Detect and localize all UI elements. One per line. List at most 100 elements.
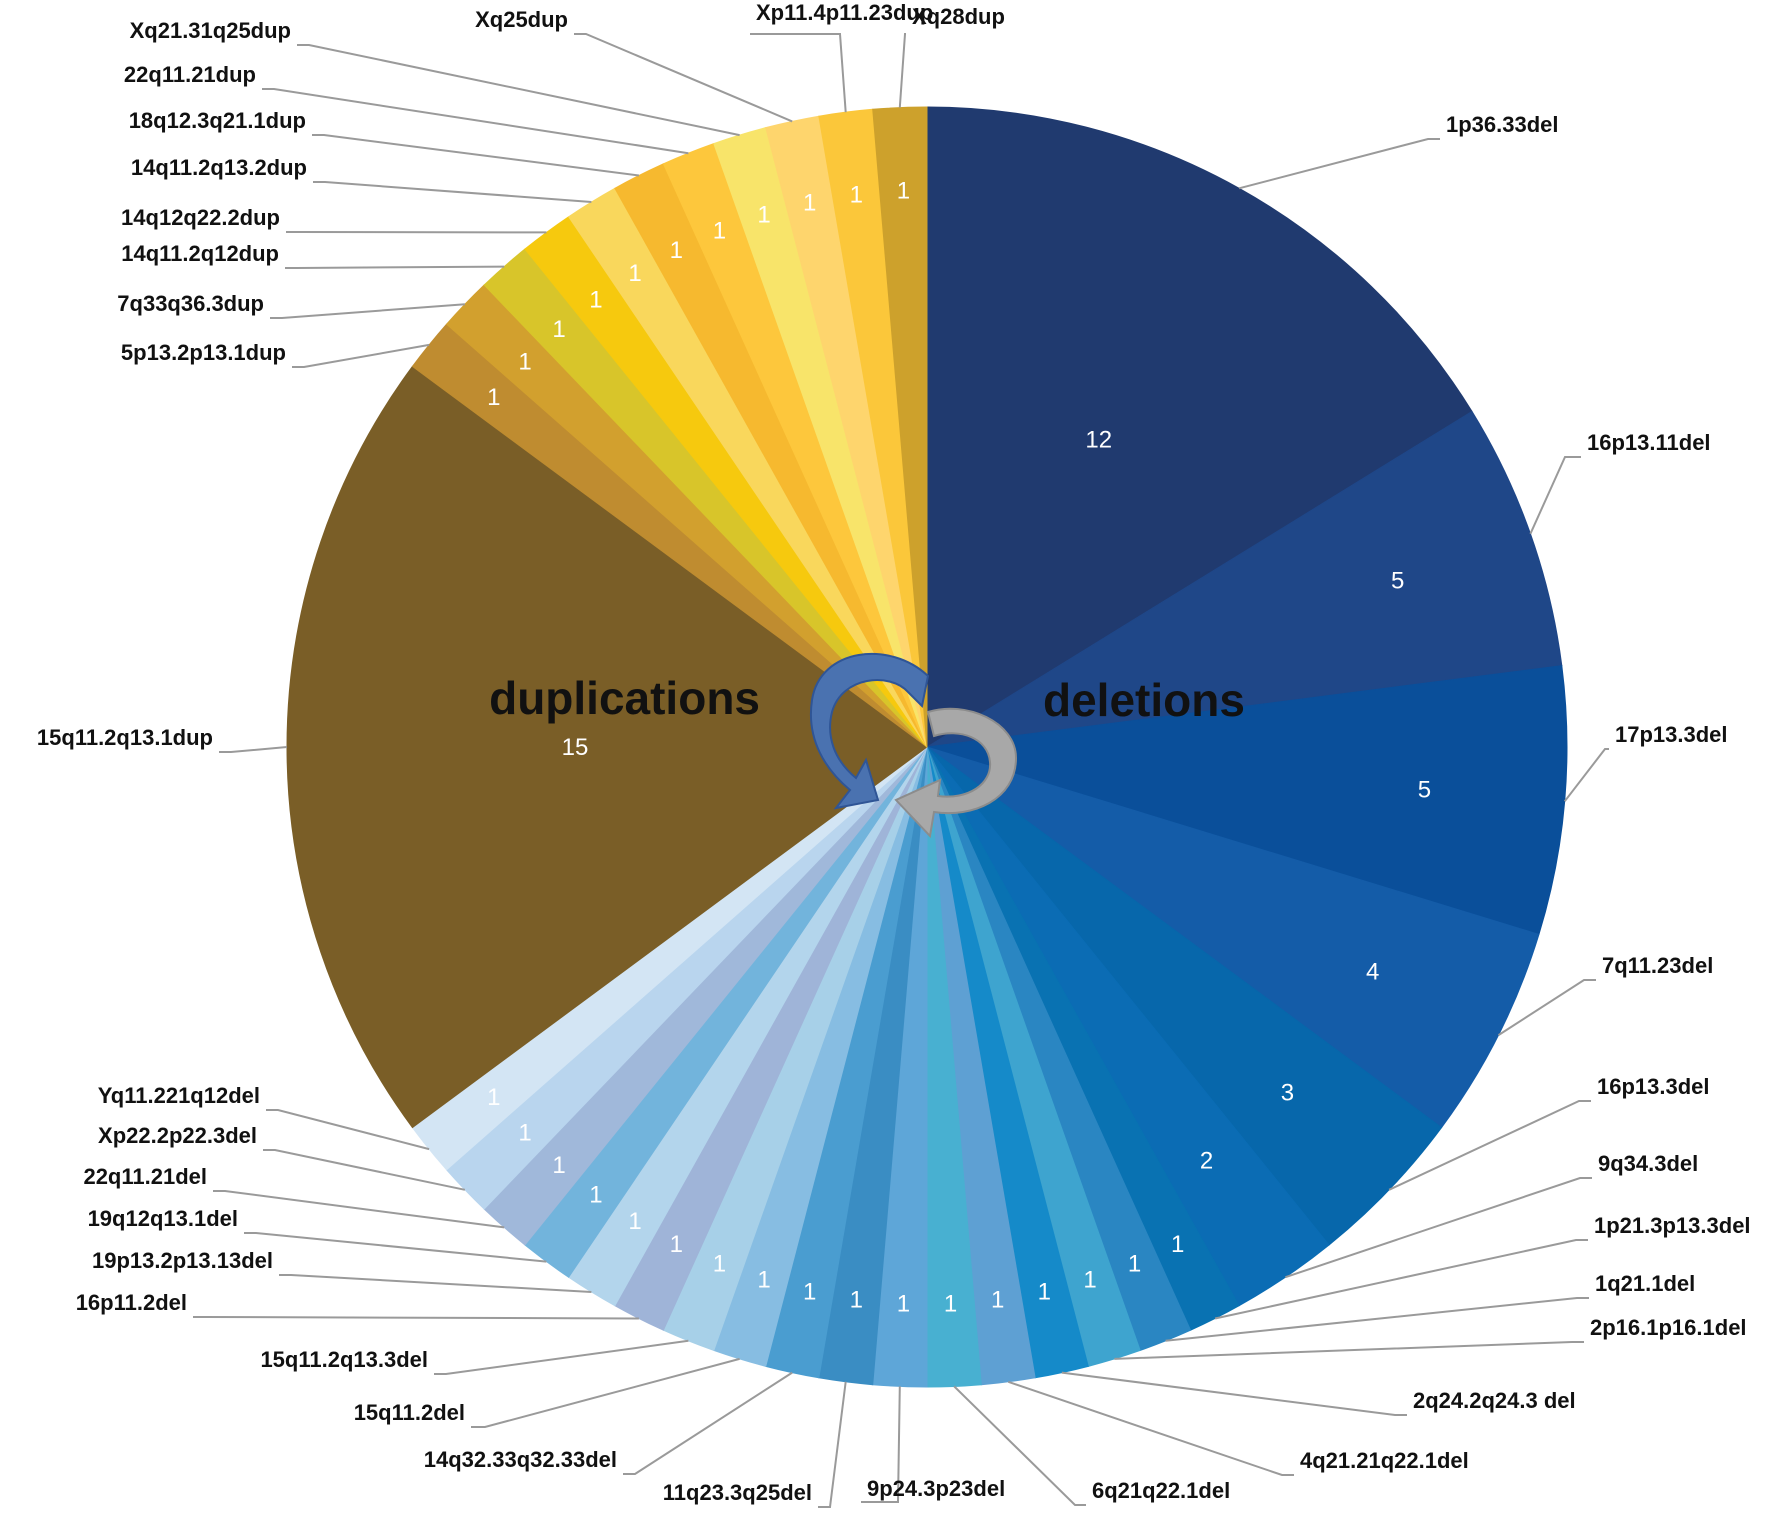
pie-slice — [926, 746, 1540, 1129]
slice-value-label: 1 — [628, 260, 641, 287]
slice-leader-line — [1114, 1341, 1584, 1360]
slice-leader-line — [263, 1149, 466, 1191]
cycle-arrows — [809, 652, 1018, 839]
slice-value-label: 1 — [628, 1208, 641, 1235]
slice-value-label: 1 — [850, 182, 863, 209]
slice-value-label: 2 — [1200, 1148, 1213, 1175]
slice-value-label: 1 — [991, 1286, 1004, 1313]
slice-category-label: 14q11.2q13.2dup — [131, 155, 307, 180]
slice-leader-line — [1007, 1380, 1294, 1476]
slice-leader-line — [623, 1371, 793, 1475]
slice-category-label: 16p13.3del — [1597, 1074, 1710, 1099]
slice-category-label: 1p21.3p13.3del — [1594, 1213, 1751, 1238]
slice-leader-line — [1238, 138, 1440, 190]
slice-leader-line — [244, 1232, 547, 1263]
slice-category-label: 11q23.3q25del — [663, 1480, 812, 1505]
slice-category-label: 14q12q22.2dup — [121, 205, 280, 230]
slice-category-label: 14q11.2q12dup — [121, 241, 279, 266]
slice-value-label: 1 — [713, 1251, 726, 1278]
slice-value-label: 1 — [897, 1290, 910, 1317]
slice-category-label: 18q12.3q21.1dup — [129, 108, 306, 133]
slice-category-label: Xp22.2p22.3del — [98, 1123, 257, 1148]
slice-leader-line — [279, 1274, 592, 1293]
slice-category-label: 1q21.1del — [1595, 1271, 1695, 1296]
slice-category-label: 16p13.11del — [1587, 430, 1711, 455]
leader-lines — [193, 33, 1609, 1508]
slice-value-label: 1 — [713, 217, 726, 244]
deletions-group-label: deletions — [1043, 674, 1245, 726]
grey-cycle-arrow-icon — [894, 707, 1018, 839]
slice-value-label: 1 — [487, 1084, 500, 1111]
slice-leader-line — [1165, 1297, 1589, 1342]
slice-leader-line — [270, 303, 465, 319]
slice-leader-line — [471, 1357, 740, 1428]
pie-slice — [286, 365, 928, 1129]
slice-category-label: 5p13.2p13.1dup — [121, 340, 286, 365]
slice-leader-line — [750, 33, 847, 113]
slice-value-label: 5 — [1391, 568, 1404, 595]
slice-leader-line — [1497, 979, 1596, 1036]
slice-category-label: Yq11.221q12del — [98, 1083, 260, 1108]
slice-category-label: 4q21.21q22.1del — [1300, 1448, 1469, 1473]
slice-leader-line — [262, 88, 689, 155]
slice-category-label: 22q11.21dup — [124, 62, 256, 87]
slice-value-label: 1 — [518, 1119, 531, 1146]
slice-category-label: 6q21q22.1del — [1092, 1478, 1230, 1503]
slice-category-label: 7q11.23del — [1602, 953, 1713, 978]
pie-slice — [926, 106, 1473, 748]
slice-leader-line — [1388, 1100, 1591, 1191]
slice-leader-line — [312, 134, 640, 177]
slice-value-label: 1 — [1128, 1251, 1141, 1278]
slice-category-label: 15q11.2q13.1dup — [37, 725, 213, 750]
slice-leader-line — [266, 1109, 430, 1151]
slice-category-label: Xq21.31q25dup — [130, 18, 291, 43]
slice-leader-line — [1214, 1239, 1588, 1320]
slice-category-label: 16p11.2del — [76, 1290, 187, 1315]
slice-category-label: 19p13.2p13.13del — [92, 1248, 273, 1273]
slice-value-label: 1 — [589, 286, 602, 313]
slice-leader-line — [861, 1386, 901, 1503]
slice-value-label: 15 — [562, 734, 589, 761]
slice-leader-line — [898, 33, 906, 108]
slice-leader-line — [1285, 1177, 1592, 1279]
slice-leader-line — [313, 181, 592, 203]
slice-leader-line — [1061, 1371, 1407, 1416]
slice-value-label: 1 — [803, 190, 816, 217]
slice-leader-line — [292, 343, 430, 368]
slice-value-label: 1 — [670, 1231, 683, 1258]
slice-value-label: 1 — [589, 1182, 602, 1209]
slice-value-label: 1 — [518, 349, 531, 376]
slice-leader-line — [213, 1190, 505, 1229]
slice-value-label: 1 — [552, 316, 565, 343]
slice-category-label: Xq25dup — [475, 7, 568, 32]
slice-leader-line — [818, 1381, 847, 1508]
slice-leader-line — [297, 44, 740, 137]
slice-value-label: 1 — [897, 178, 910, 205]
slice-leader-line — [193, 1316, 639, 1320]
slice-leader-line — [1563, 748, 1609, 802]
pie-slice — [926, 410, 1563, 748]
slice-value-label: 1 — [803, 1278, 816, 1305]
slice-category-label: 14q32.33q32.33del — [424, 1447, 617, 1472]
slice-value-label: 12 — [1085, 427, 1112, 454]
slice-category-label: 2p16.1p16.1del — [1590, 1315, 1747, 1340]
category-labels: 1p36.33del 16p13.11del 17p13.3del 7q11.23de… — [37, 0, 1751, 1505]
duplications-group-label: duplications — [489, 672, 760, 724]
slice-value-label: 1 — [487, 384, 500, 411]
slice-value-label: 4 — [1366, 959, 1379, 986]
slice-category-label: 15q11.2del — [354, 1400, 465, 1425]
slice-category-label: 19q12q13.1del — [88, 1206, 238, 1231]
slice-value-label: 5 — [1418, 776, 1431, 803]
slice-leader-line — [285, 265, 505, 269]
slice-value-label: 1 — [670, 237, 683, 264]
slice-category-label: Xp11.4p11.23dup — [756, 0, 933, 25]
pie-slices — [286, 106, 1568, 1388]
slice-leader-line — [574, 33, 793, 123]
slice-leader-line — [953, 1385, 1086, 1506]
slice-category-label: 17p13.3del — [1615, 722, 1728, 747]
slice-category-label: 7q33q36.3dup — [117, 291, 264, 316]
slice-value-label: 1 — [1038, 1278, 1051, 1305]
slice-category-label: 9q34.3del — [1598, 1151, 1698, 1176]
